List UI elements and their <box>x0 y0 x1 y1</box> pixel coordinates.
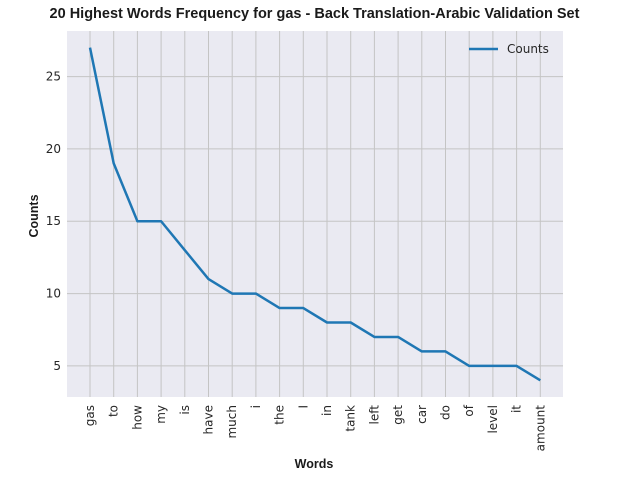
x-tick-label: do <box>439 405 453 420</box>
y-tick-label: 20 <box>46 142 61 156</box>
x-tick-label: tank <box>344 405 358 432</box>
x-tick-label: get <box>391 405 405 425</box>
x-tick-label: to <box>107 405 121 417</box>
plot-area <box>67 31 563 397</box>
x-tick-label: much <box>225 405 239 439</box>
y-tick-label: 25 <box>46 70 61 84</box>
x-tick-label: level <box>486 405 500 434</box>
x-tick-label: left <box>367 405 381 425</box>
x-tick-label: my <box>154 405 168 424</box>
y-tick-label: 15 <box>46 214 61 228</box>
x-tick-label: it <box>510 405 524 413</box>
y-tick-label: 10 <box>46 287 61 301</box>
x-tick-label: how <box>130 405 144 430</box>
x-tick-label: in <box>320 405 334 416</box>
x-tick-label: I <box>296 405 310 409</box>
grid-lines <box>67 31 563 397</box>
series-group <box>88 47 541 382</box>
x-tick-label: have <box>202 405 216 434</box>
series-line-counts <box>88 47 541 382</box>
y-tick-label: 5 <box>53 359 61 373</box>
x-tick-label: the <box>273 405 287 425</box>
x-tick-label: gas <box>83 405 97 426</box>
chart-title: 20 Highest Words Frequency for gas - Bac… <box>49 6 580 22</box>
y-axis-label: Counts <box>27 194 41 237</box>
x-tick-label: amount <box>533 405 547 452</box>
x-tick-label: car <box>415 405 429 424</box>
legend-label: Counts <box>507 42 549 56</box>
x-axis-label: Words <box>295 457 334 471</box>
x-tick-label: of <box>462 404 476 416</box>
legend: Counts <box>469 42 549 56</box>
x-tick-label: is <box>178 405 192 415</box>
y-tick-labels: 5 10 15 20 25 <box>46 70 61 373</box>
x-tick-label: i <box>249 405 263 408</box>
